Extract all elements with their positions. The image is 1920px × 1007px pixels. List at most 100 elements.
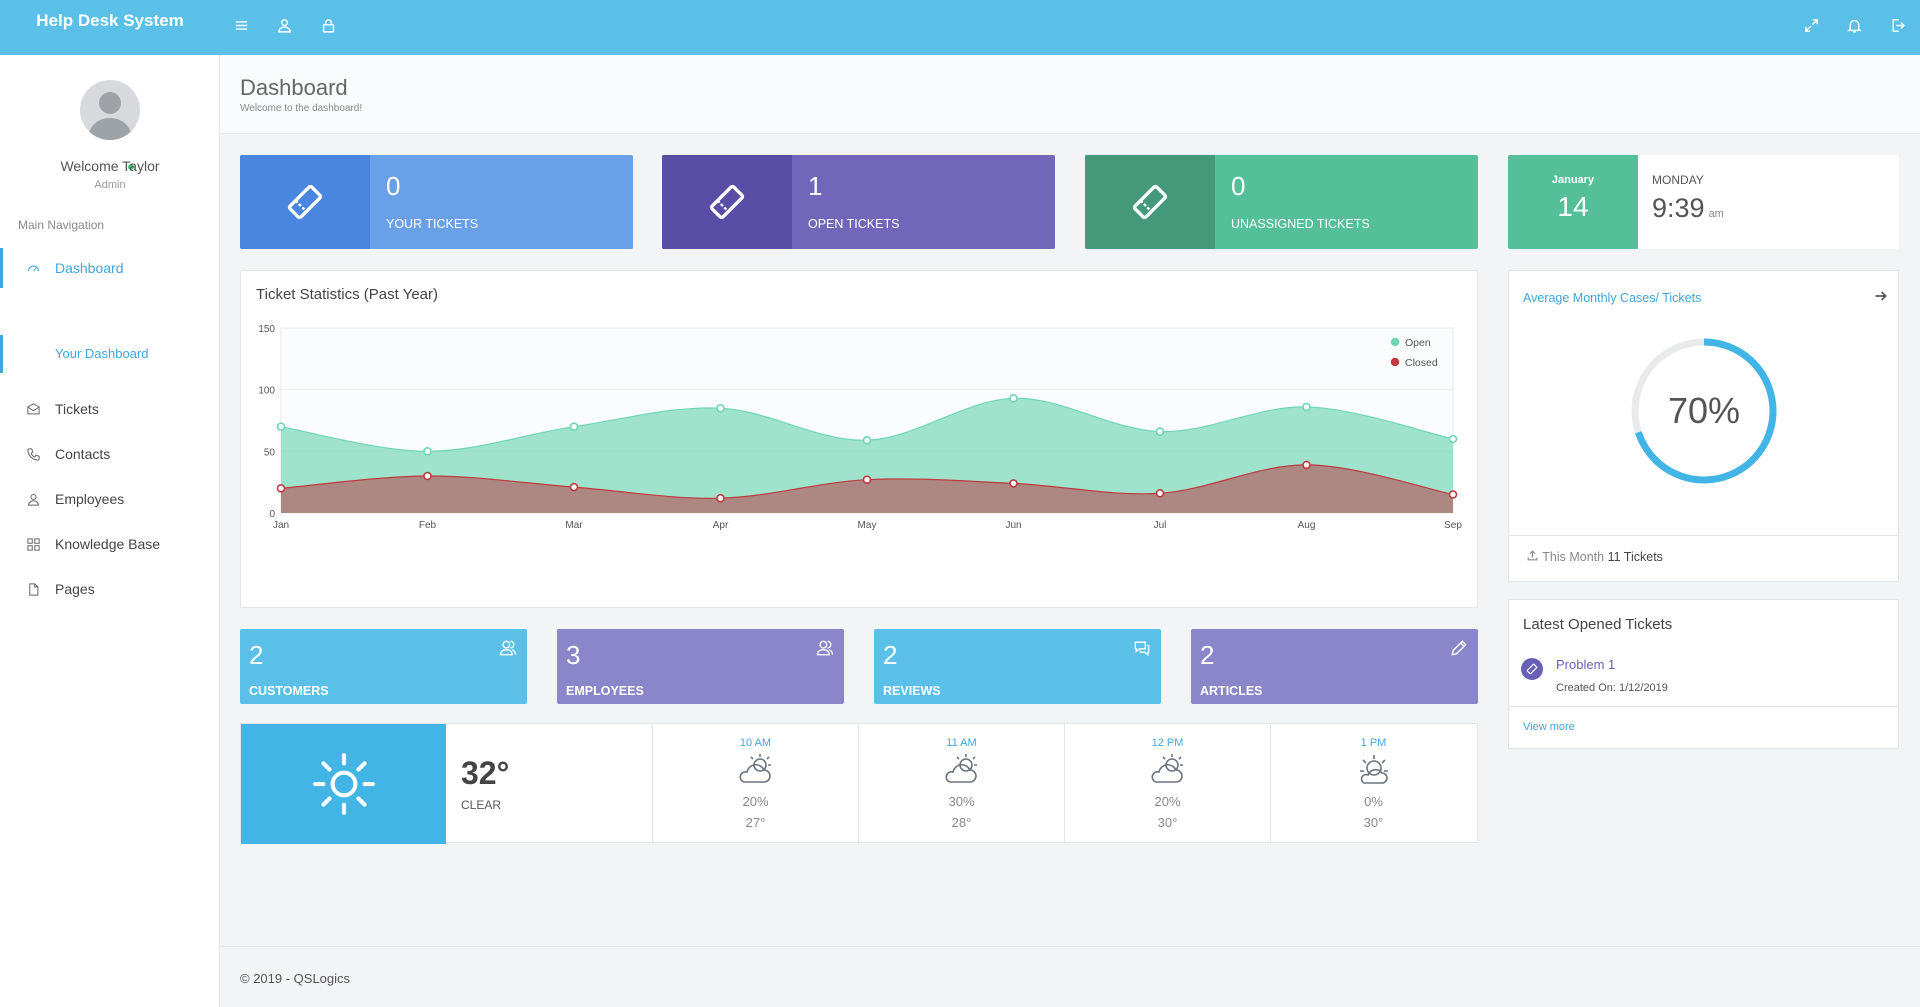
weather-hour-pct: 20%: [1154, 794, 1181, 809]
phone-icon: [26, 446, 42, 462]
stat-label: REVIEWS: [883, 684, 941, 698]
ticket-link[interactable]: Problem 1: [1556, 657, 1616, 672]
logout-icon[interactable]: [1886, 14, 1908, 36]
x-tick-label: Apr: [713, 520, 729, 531]
sidebar-item-dashboard[interactable]: Dashboard: [0, 248, 219, 288]
user-icon[interactable]: [273, 14, 295, 36]
lock-icon[interactable]: [317, 14, 339, 36]
x-tick-label: Aug: [1298, 520, 1316, 531]
sun-cloud-icon: [1354, 752, 1394, 788]
stat-card-employees[interactable]: 3 EMPLOYEES: [557, 629, 844, 704]
stat-label: ARTICLES: [1200, 684, 1263, 698]
data-point-closed: [1302, 460, 1311, 470]
data-point-closed: [276, 484, 286, 493]
bell-icon[interactable]: [1843, 14, 1865, 36]
data-point-open: [276, 422, 286, 431]
pencil-icon: [1449, 638, 1469, 658]
page-header: Dashboard Welcome to the dashboard!: [220, 55, 1920, 134]
stat-value: 2: [249, 640, 264, 670]
data-point-open: [423, 447, 432, 456]
sidebar-item-employees[interactable]: Employees: [0, 479, 219, 519]
cloud-sun-icon: [1148, 752, 1188, 788]
weather-hour-temp: 30°: [1157, 815, 1178, 830]
weather-hour: 1 PM 0% 30°: [1270, 724, 1476, 844]
data-point-closed: [1448, 490, 1458, 499]
sidebar-item-pages[interactable]: Pages: [0, 569, 219, 609]
sidebar-item-tickets[interactable]: Tickets: [0, 389, 219, 429]
gauge-footer-prefix: This Month: [1542, 550, 1605, 564]
percentage-gauge: 70%: [1631, 338, 1777, 484]
stat-card-your-tickets[interactable]: 0 YOUR TICKETS: [240, 155, 633, 249]
weather-hour-time: 10 AM: [739, 737, 772, 749]
data-point-open: [862, 435, 872, 445]
chat-icon: [1132, 638, 1152, 658]
latest-tickets-panel: Latest Opened Tickets Problem 1 Created …: [1508, 599, 1899, 749]
gauge-footer-value: 11 Tickets: [1607, 550, 1663, 564]
gauge-value: 70%: [1668, 390, 1740, 431]
date-block: January 14: [1508, 155, 1638, 249]
ticket-icon: [1085, 155, 1215, 249]
weekday: MONDAY: [1652, 173, 1704, 187]
chart-title: Ticket Statistics (Past Year): [256, 286, 439, 303]
stat-card-open-tickets[interactable]: 1 OPEN TICKETS: [662, 155, 1055, 249]
stat-card-customers[interactable]: 2 CUSTOMERS: [240, 629, 527, 704]
sidebar-item-label: Dashboard: [55, 260, 124, 276]
y-tick-label: 100: [258, 386, 275, 397]
day: 14: [1557, 191, 1589, 222]
sidebar-item-knowledge-base[interactable]: Knowledge Base: [0, 524, 219, 564]
weather-hour-pct: 0%: [1364, 794, 1383, 809]
date-card: January 14 MONDAY 9:39 am: [1508, 155, 1899, 249]
sidebar-item-label: Tickets: [55, 401, 99, 417]
data-point-closed: [569, 482, 579, 492]
stat-label: EMPLOYEES: [566, 684, 644, 698]
stat-card-reviews[interactable]: 2 REVIEWS: [874, 629, 1161, 704]
stat-value: 2: [883, 640, 898, 670]
fullscreen-icon[interactable]: [1800, 14, 1822, 36]
online-status-dot: [126, 162, 136, 172]
avatar[interactable]: [80, 80, 140, 140]
ticket-statistics-panel: Ticket Statistics (Past Year) 0 50 100 150 J…: [240, 270, 1478, 608]
view-more-link[interactable]: View more: [1523, 721, 1575, 733]
sidebar-item-label: Knowledge Base: [55, 536, 161, 552]
data-point-open: [1302, 402, 1311, 412]
weather-hour-temp: 27°: [745, 815, 766, 830]
weather-temp: 32°: [461, 755, 510, 791]
y-tick-label: 50: [264, 447, 276, 458]
arrow-right-icon[interactable]: [1873, 288, 1889, 304]
user-role: Admin: [94, 179, 126, 191]
y-tick-label: 150: [258, 324, 275, 335]
data-point-closed: [716, 493, 725, 503]
x-tick-label: Jun: [1005, 520, 1021, 531]
gauge-arc: [1635, 338, 1777, 484]
stat-label: YOUR TICKETS: [386, 217, 479, 231]
legend-marker-closed: [1389, 356, 1401, 368]
stat-value: 3: [566, 640, 581, 670]
stat-value: 0: [1231, 171, 1246, 201]
gauge-footer: This Month 11 Tickets: [1526, 549, 1663, 564]
page-title: Dashboard: [240, 75, 348, 100]
weather-hour: 10 AM 20% 27°: [652, 724, 858, 844]
x-tick-label: Sep: [1444, 520, 1462, 531]
stat-card-articles[interactable]: 2 ARTICLES: [1191, 629, 1478, 704]
ticket-created: Created On: 1/12/2019: [1556, 682, 1668, 694]
brand-title[interactable]: Help Desk System: [36, 11, 184, 30]
page-subtitle: Welcome to the dashboard!: [240, 103, 363, 114]
data-point-open: [1155, 427, 1165, 436]
latest-tickets-title: Latest Opened Tickets: [1523, 616, 1673, 633]
weather-hour: 12 PM 20% 30°: [1064, 724, 1270, 844]
sidebar-item-label: Pages: [55, 581, 95, 597]
sidebar-subitem-your-dashboard[interactable]: Your Dashboard: [0, 335, 219, 373]
ampm: am: [1708, 208, 1724, 220]
weather-panel: 32° CLEAR 10 AM 20% 27° 11 AM 30% 28° 12…: [240, 723, 1478, 844]
footer-text: © 2019 - QSLogics: [240, 971, 351, 986]
legend-marker-open: [1389, 336, 1401, 348]
clock: 9:39 am: [1652, 193, 1724, 224]
sidebar-item-contacts[interactable]: Contacts: [0, 434, 219, 474]
stat-value: 1: [808, 171, 823, 201]
month: January: [1551, 174, 1595, 186]
gauge-title[interactable]: Average Monthly Cases/ Tickets: [1523, 291, 1702, 305]
series-area-closed: [281, 464, 1453, 513]
stat-card-unassigned-tickets[interactable]: 0 UNASSIGNED TICKETS: [1085, 155, 1478, 249]
menu-icon[interactable]: [230, 14, 252, 36]
footer: © 2019 - QSLogics: [220, 946, 1920, 1007]
